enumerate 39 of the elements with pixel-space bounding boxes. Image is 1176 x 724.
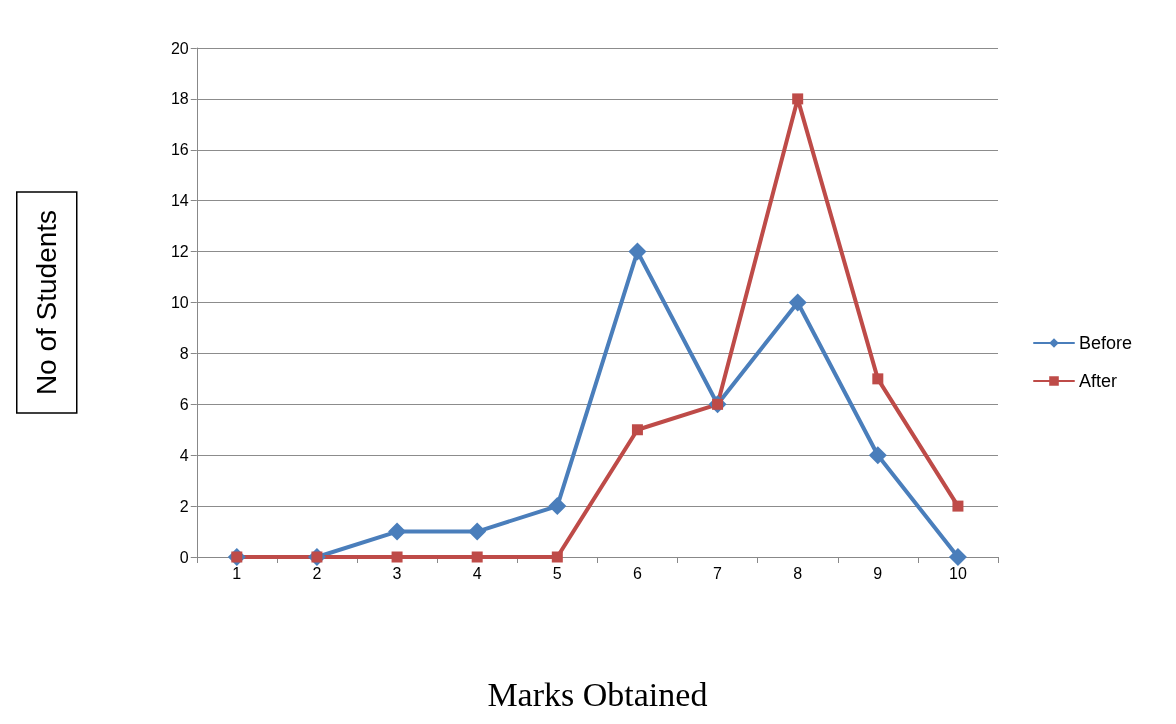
point [391, 551, 403, 563]
y-tick-label: 18 [170, 90, 189, 108]
point [628, 242, 647, 261]
x-tick-label: 10 [949, 564, 967, 582]
y-axis-title: No of Students [31, 209, 63, 396]
point [788, 293, 807, 312]
x-tick-label: 9 [873, 564, 883, 582]
x-tick-label: 5 [552, 564, 562, 582]
x-axis-title: Marks Obtained [487, 675, 708, 713]
y-tick-label: 16 [170, 141, 189, 159]
point [872, 373, 884, 385]
y-tick-label: 2 [179, 497, 189, 515]
point [551, 551, 563, 563]
x-tick-label: 7 [713, 564, 723, 582]
x-tick-label: 3 [392, 564, 402, 582]
y-tick-label: 0 [179, 548, 189, 566]
y-tick-label: 20 [170, 39, 189, 57]
y-tick-label: 12 [170, 243, 189, 261]
point [468, 522, 487, 541]
point [952, 500, 964, 512]
y-tick-label: 10 [170, 294, 189, 311]
x-tick-label: 4 [472, 564, 482, 582]
point [948, 548, 967, 566]
x-tick-label: 1 [232, 564, 242, 582]
y-tick-label: 14 [170, 192, 189, 210]
y-tick-label: 6 [179, 395, 189, 413]
point [548, 497, 567, 516]
point [868, 446, 887, 465]
point [631, 424, 643, 436]
legend-label: Before [1079, 333, 1133, 353]
y-tick-label: 4 [179, 446, 189, 464]
x-tick-label: 6 [632, 564, 642, 582]
x-tick-label: 8 [793, 564, 803, 582]
legend-label: After [1079, 371, 1118, 391]
point [792, 93, 804, 105]
y-tick-label: 8 [179, 344, 189, 362]
point [388, 522, 407, 541]
x-tick-label: 2 [312, 564, 322, 582]
point [471, 551, 483, 563]
